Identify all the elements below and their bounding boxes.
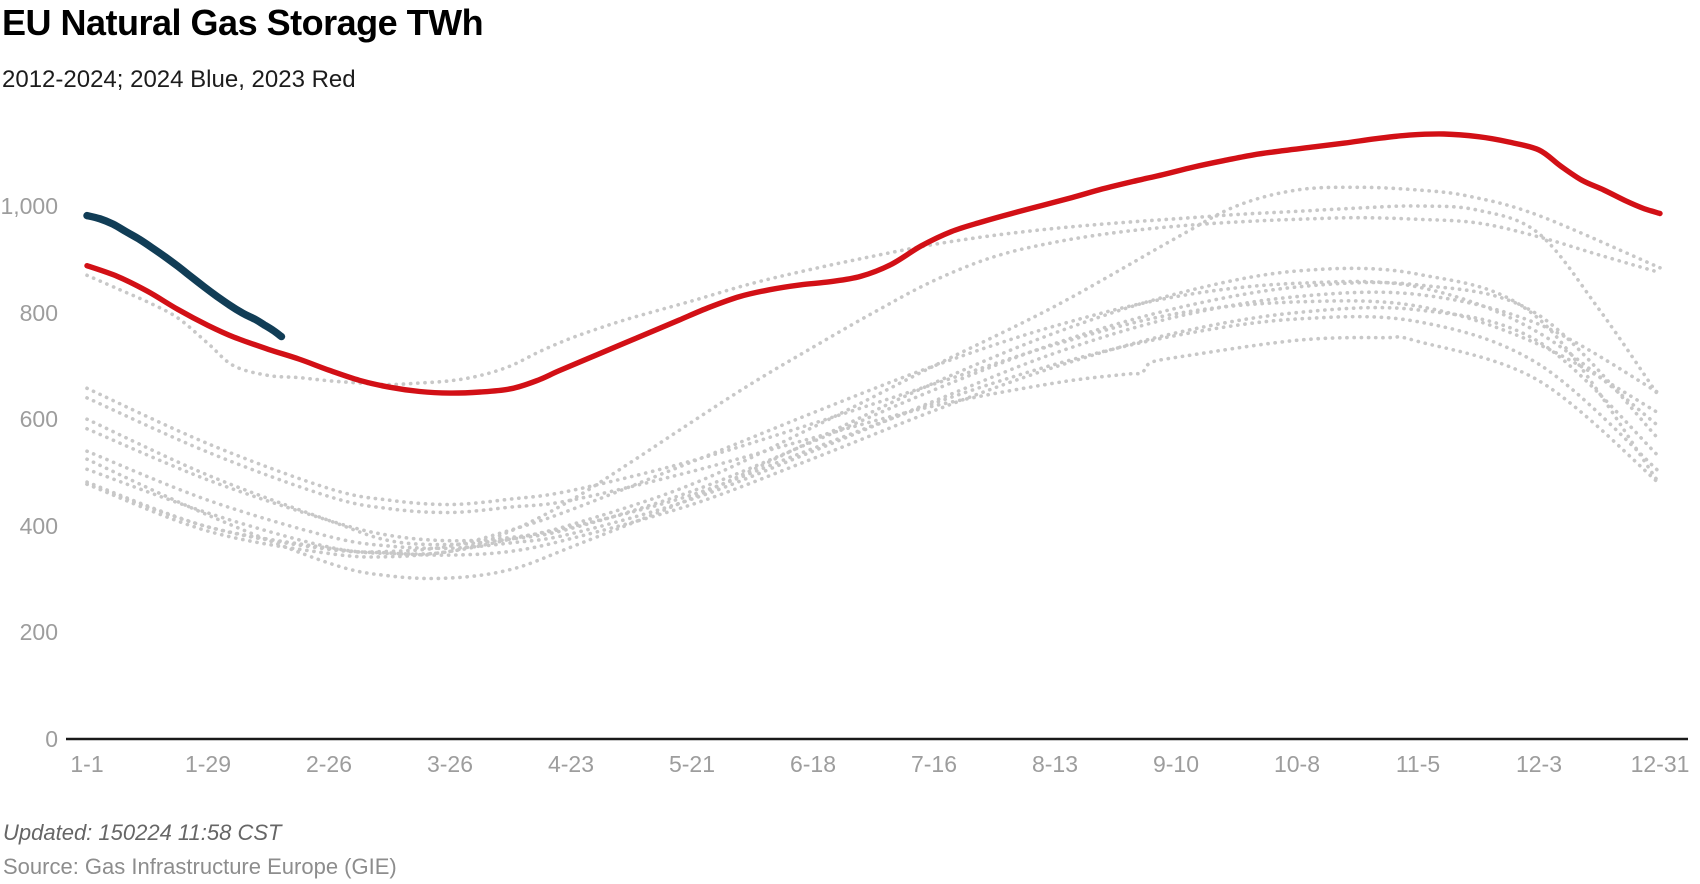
series-line-2020 — [85, 204, 1662, 400]
series-line-2023 — [84, 131, 1663, 396]
series-line-2022 — [85, 185, 1662, 559]
x-tick-label-2-26: 2-26 — [305, 751, 353, 777]
y-tick-label-1000: 1,000 — [0, 193, 58, 219]
x-tick-label-4-23: 4-23 — [547, 751, 595, 777]
x-tick-label-10-8: 10-8 — [1273, 751, 1321, 777]
series-line-2017 — [85, 280, 1662, 547]
x-tick-label-1-1: 1-1 — [70, 751, 104, 777]
series-line-2021 — [85, 335, 1662, 515]
x-tick-label-12-31: 12-31 — [1630, 751, 1690, 777]
x-tick-label-3-26: 3-26 — [426, 751, 474, 777]
series-line-2018 — [85, 266, 1662, 581]
series-line-2013 — [85, 305, 1662, 557]
x-tick-label-8-13: 8-13 — [1031, 751, 1079, 777]
x-tick-label-6-18: 6-18 — [789, 751, 837, 777]
y-tick-label-400: 400 — [19, 512, 58, 539]
x-tick-label-12-3: 12-3 — [1515, 751, 1563, 777]
chart-subtitle: 2012-2024; 2024 Blue, 2023 Red — [2, 66, 356, 93]
x-tick-label-5-21: 5-21 — [668, 751, 716, 777]
y-tick-label-800: 800 — [19, 299, 58, 326]
y-tick-label-600: 600 — [19, 406, 58, 433]
y-tick-label-200: 200 — [19, 619, 58, 646]
series-line-2016 — [85, 299, 1662, 507]
chart-title: EU Natural Gas Storage TWh — [2, 2, 484, 43]
footer-updated-timestamp: Updated: 150224 11:58 CST — [3, 820, 282, 845]
x-tick-label-9-10: 9-10 — [1152, 751, 1200, 777]
series-line-2015 — [85, 290, 1662, 551]
y-tick-label-0: 0 — [45, 726, 58, 752]
series-line-2012 — [85, 314, 1662, 543]
footer-source-attribution: Source: Gas Infrastructure Europe (GIE) — [3, 854, 397, 879]
series-line-2019 — [85, 215, 1662, 556]
x-tick-label-11-5: 11-5 — [1395, 751, 1441, 777]
x-tick-label-1-29: 1-29 — [184, 751, 232, 777]
series-line-2014 — [85, 279, 1662, 554]
x-tick-label-7-16: 7-16 — [910, 751, 958, 777]
series-line-2024 — [83, 211, 286, 341]
